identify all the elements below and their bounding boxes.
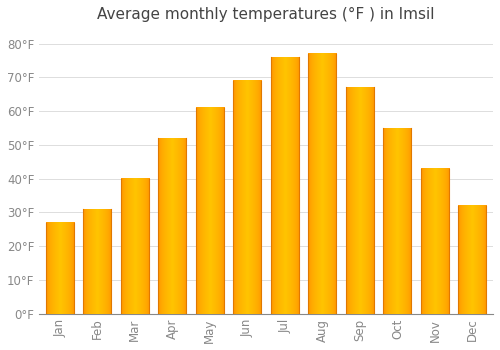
Title: Average monthly temperatures (°F ) in Imsil: Average monthly temperatures (°F ) in Im… — [98, 7, 435, 22]
